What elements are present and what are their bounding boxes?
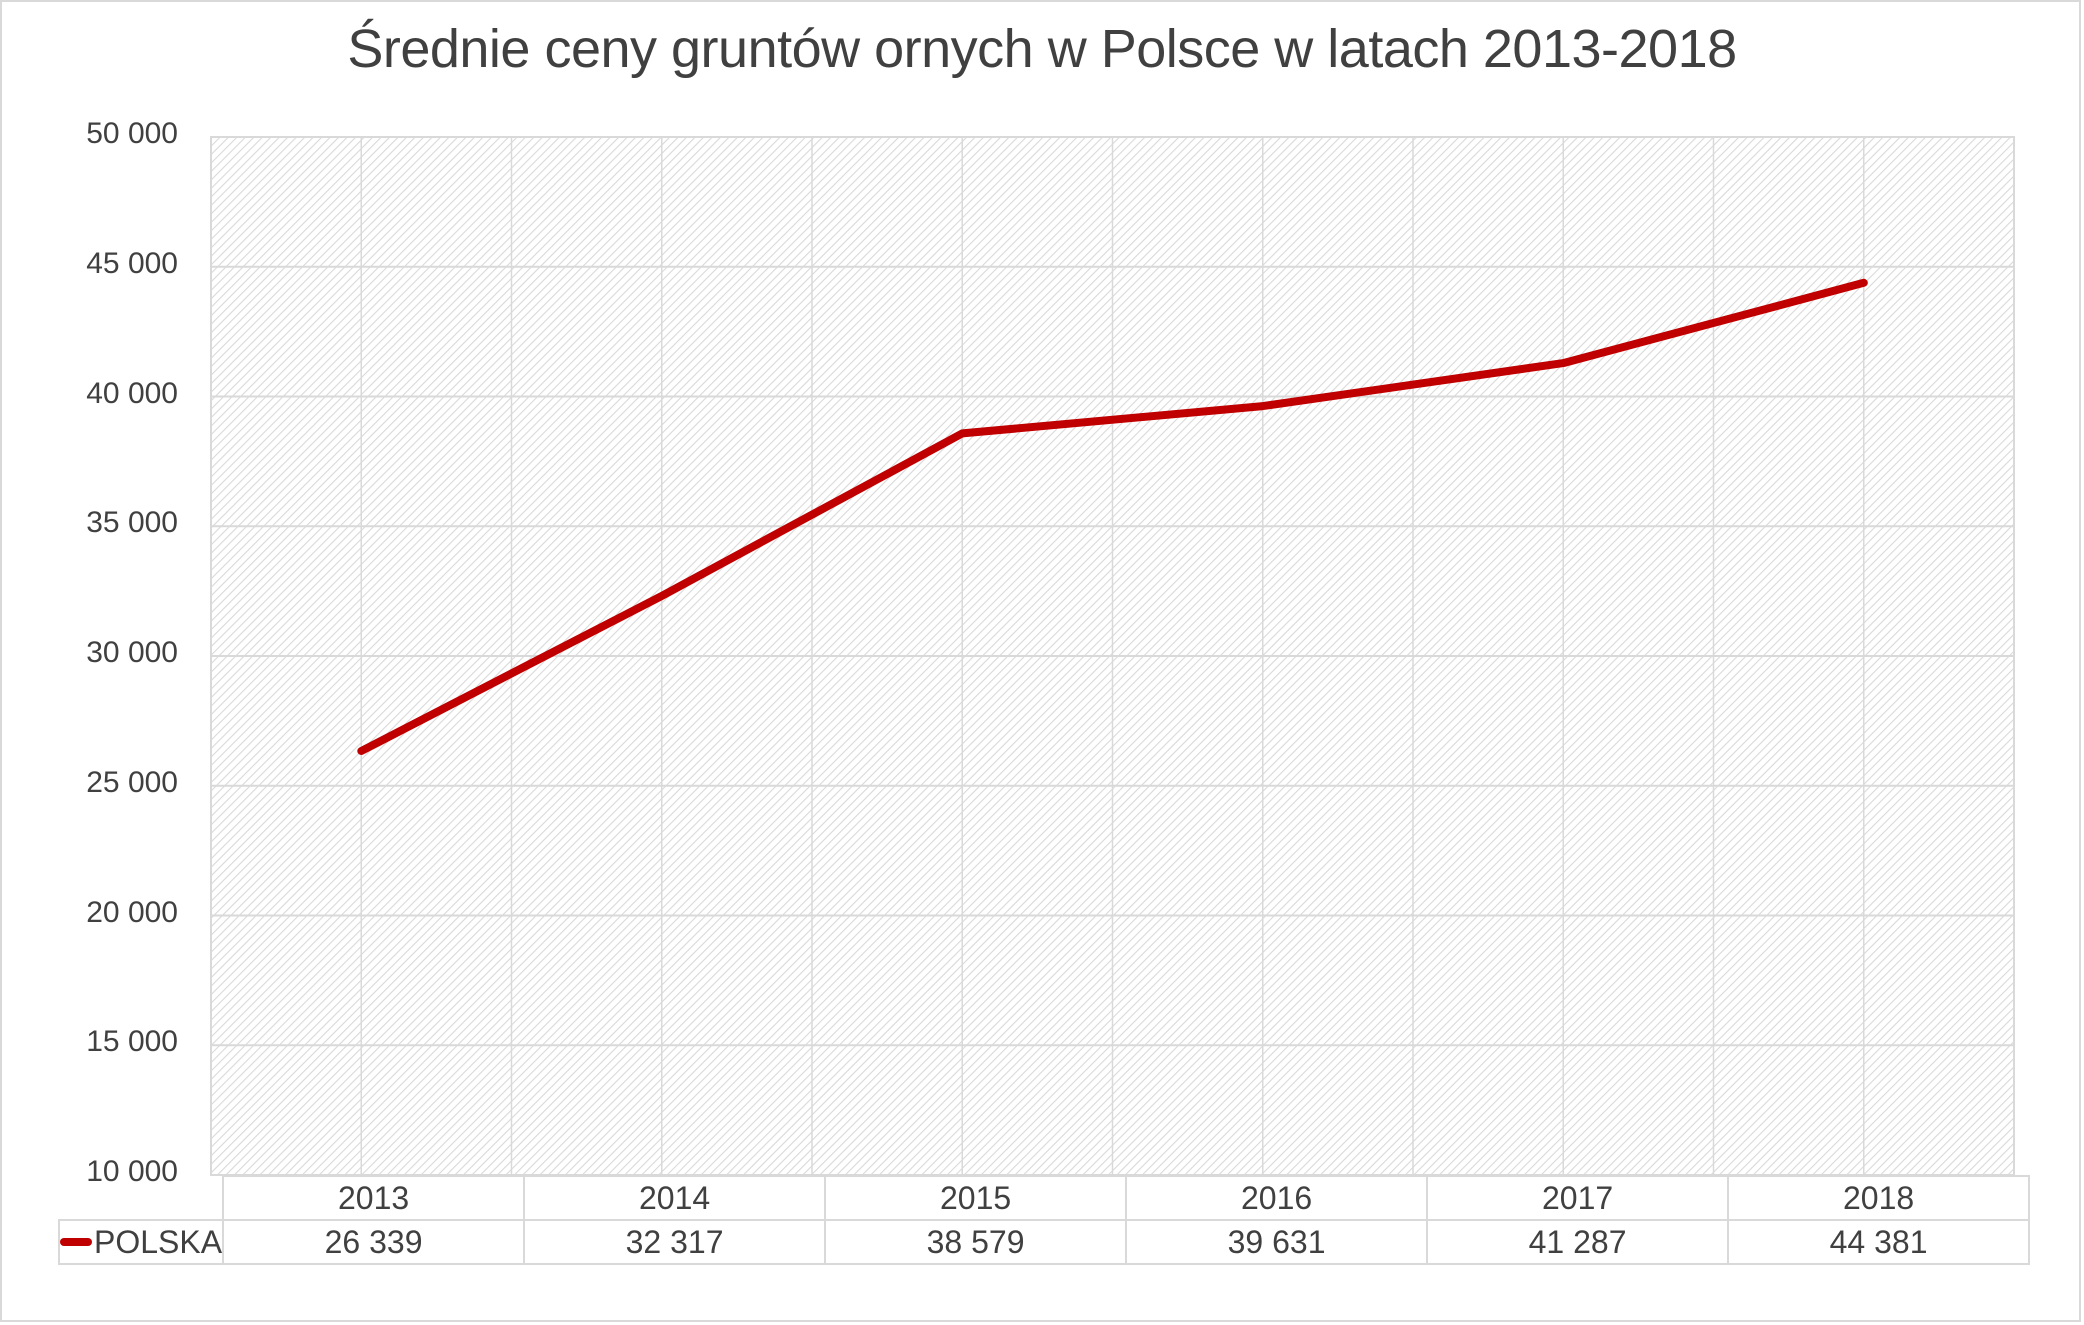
data-table-header-cell: 2014	[523, 1175, 827, 1221]
y-axis-tick-label: 20 000	[86, 895, 178, 929]
data-table-value-cell: 32 317	[523, 1219, 827, 1265]
data-table-value-cell: 41 287	[1426, 1219, 1730, 1265]
chart-title: Średnie ceny gruntów ornych w Polsce w l…	[347, 19, 1737, 79]
data-table-series-row: POLSKA 26 339 32 317 38 579 39 631 41 28…	[57, 1219, 2031, 1265]
y-axis-tick-label: 15 000	[86, 1025, 178, 1059]
legend-label: POLSKA	[94, 1223, 223, 1260]
data-table-value-cell: 44 381	[1727, 1219, 2031, 1265]
data-table-corner	[59, 1176, 225, 1221]
y-axis-tick-label: 25 000	[86, 765, 178, 799]
data-table-header-cell: 2016	[1125, 1175, 1429, 1221]
y-axis-tick-label: 30 000	[86, 636, 178, 669]
data-table-value-cell: 38 579	[824, 1219, 1128, 1265]
vertical-gridlines	[210, 137, 2015, 1175]
y-axis-tick-label: 45 000	[86, 246, 178, 280]
legend-entry-polska: POLSKA	[57, 1219, 225, 1265]
y-axis-tick-label: 40 000	[86, 376, 178, 410]
data-table-header-cell: 2015	[824, 1175, 1128, 1221]
data-table-value-cell: 39 631	[1125, 1219, 1429, 1265]
data-table: 2013 2014 2015 2016 2017 2018 POLSKA 26 …	[57, 1175, 2031, 1265]
data-table-header-cell: 2018	[1727, 1175, 2031, 1221]
data-table-value-cell: 26 339	[222, 1219, 526, 1265]
data-table-header-cell: 2017	[1426, 1175, 1730, 1221]
data-table-header-row: 2013 2014 2015 2016 2017 2018	[59, 1175, 2031, 1221]
y-axis-tick-label: 50 000	[86, 117, 178, 150]
legend-line-swatch-icon	[60, 1238, 92, 1247]
y-axis-tick-label: 35 000	[86, 506, 178, 540]
data-table-header-cell: 2013	[222, 1175, 526, 1221]
series-line-polska	[357, 278, 1868, 755]
